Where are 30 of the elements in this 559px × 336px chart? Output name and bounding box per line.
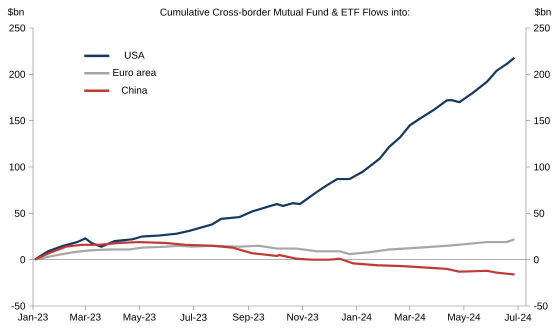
x-tick-label: Jan-24 <box>342 314 372 321</box>
y2-axis-title: $bn <box>534 8 551 16</box>
y-tick-label: 150 <box>10 117 26 124</box>
x-tick-label: Mar-23 <box>70 314 101 321</box>
y-tick-label: 50 <box>14 210 26 217</box>
x-tick-label: May-24 <box>448 314 480 323</box>
y2-tick-label: 100 <box>534 163 550 171</box>
y-tick-label: 0 <box>20 256 26 264</box>
x-tick-label: Jul-24 <box>504 314 532 321</box>
y-tick-label: 100 <box>10 163 26 171</box>
y-tick-label: -50 <box>12 302 26 310</box>
y2-tick-label: 0 <box>534 256 539 264</box>
x-tick-label: Jul-23 <box>180 314 207 321</box>
legend-label: China <box>122 86 148 94</box>
x-tick-label: Mar-24 <box>394 314 426 321</box>
x-tick-label: May-23 <box>124 314 156 323</box>
y2-tick-label: 250 <box>534 24 550 32</box>
chart-title: Cumulative Cross-border Mutual Fund & ETF Flows into: <box>160 8 410 16</box>
y-axis-title: $bn <box>8 8 24 16</box>
x-tick-label: Nov-23 <box>287 314 318 321</box>
y-tick-label: 200 <box>9 70 26 78</box>
y2-tick-label: 150 <box>534 117 550 124</box>
legend-label: Euro area <box>113 69 156 76</box>
y2-tick-label: -50 <box>534 302 548 310</box>
x-tick-label: Sep-23 <box>232 314 264 323</box>
y2-tick-label: 50 <box>534 210 544 217</box>
x-tick-label: Jan-23 <box>18 314 48 321</box>
y-tick-label: 250 <box>9 24 26 32</box>
legend-label: USA <box>124 52 145 59</box>
y2-tick-label: 200 <box>534 70 550 78</box>
